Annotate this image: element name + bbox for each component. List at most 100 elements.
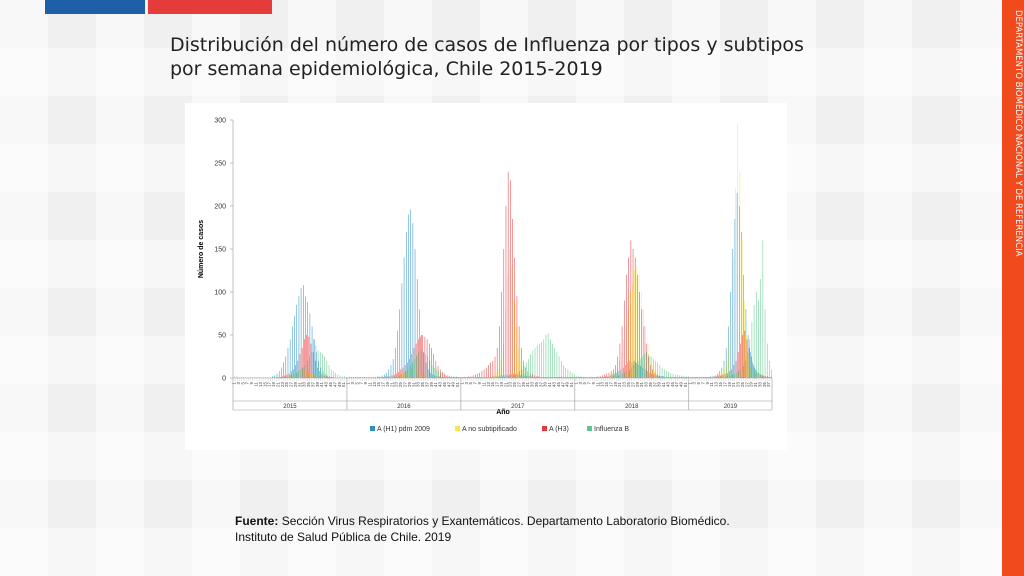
bar [401, 283, 403, 378]
bar [488, 377, 490, 378]
bar [671, 377, 672, 378]
bar [738, 371, 740, 378]
bar [637, 360, 639, 378]
bar [683, 377, 684, 378]
bar [705, 377, 707, 378]
bar [757, 372, 759, 378]
bar [341, 376, 343, 378]
bar [665, 377, 667, 378]
bar [457, 377, 459, 378]
bar [318, 376, 320, 378]
bar [681, 375, 683, 378]
x-tick-label: 11 [709, 382, 714, 387]
bar [588, 377, 590, 378]
bar [443, 377, 444, 378]
bar [619, 360, 620, 378]
bar [514, 257, 516, 378]
bar [388, 369, 390, 378]
bar [282, 376, 283, 378]
bar [652, 369, 654, 378]
bar [408, 369, 410, 378]
x-tick-label: 21 [731, 382, 736, 388]
bar [419, 373, 421, 378]
bar [723, 360, 725, 378]
bar [494, 356, 496, 378]
bar [415, 371, 416, 378]
bar [623, 339, 625, 378]
bar [329, 376, 330, 378]
bar [406, 371, 408, 378]
bar [414, 249, 416, 378]
bar [318, 360, 319, 378]
bar [659, 365, 661, 378]
bar [346, 377, 348, 378]
bar [461, 377, 463, 378]
bar [260, 377, 262, 378]
x-tick-label: 31 [297, 382, 302, 388]
bar [438, 371, 439, 378]
bar [400, 369, 402, 378]
bar [476, 377, 477, 378]
legend-label: Influenza B [594, 426, 629, 433]
bar [660, 377, 662, 378]
bar [600, 377, 602, 378]
bar [740, 369, 742, 378]
bar [610, 375, 611, 378]
bar [684, 377, 685, 378]
year-label: 2018 [625, 404, 639, 410]
bar [699, 377, 701, 378]
bar [364, 377, 365, 378]
x-axis-label: Año [496, 409, 510, 416]
bar [613, 376, 615, 378]
bar [391, 377, 392, 378]
bar [770, 377, 772, 378]
bar [724, 369, 725, 378]
bar [714, 377, 715, 378]
bar [743, 274, 745, 378]
bar [716, 376, 717, 378]
bar [496, 373, 497, 378]
bar [368, 377, 369, 378]
y-tick-label: 100 [214, 290, 226, 297]
bar [276, 377, 277, 378]
bar [302, 367, 304, 378]
x-tick-label: 7 [359, 382, 364, 385]
bar [544, 377, 545, 378]
bar [290, 371, 292, 378]
bar [418, 339, 419, 378]
bar [430, 372, 431, 378]
bar [608, 372, 610, 378]
x-tick-label: 43 [324, 382, 329, 388]
bar [417, 372, 419, 378]
bar [523, 365, 525, 378]
bar [713, 376, 715, 378]
bar [375, 377, 376, 378]
x-tick-label: 41 [319, 382, 324, 388]
bar [651, 373, 652, 378]
bar [639, 292, 640, 378]
bar [723, 376, 724, 378]
bar [380, 377, 382, 378]
bar [753, 304, 755, 378]
bar [529, 373, 531, 378]
bar [710, 376, 712, 378]
x-tick-label: 29 [293, 382, 298, 388]
bar [686, 377, 688, 378]
bar [739, 206, 740, 378]
bar [732, 249, 734, 378]
bar [379, 377, 380, 378]
bar [635, 362, 637, 378]
bar [284, 375, 285, 378]
bar [416, 279, 418, 378]
bar [690, 377, 692, 378]
source-line: Fuente: Sección Virus Respiratorios y Ex… [235, 513, 730, 529]
bar [292, 374, 294, 378]
bar [545, 335, 547, 378]
bar [447, 375, 448, 378]
bar [590, 377, 591, 378]
bar [330, 377, 331, 378]
bar [599, 376, 601, 378]
bar [685, 376, 687, 378]
bar [282, 377, 284, 378]
bar [321, 373, 323, 378]
